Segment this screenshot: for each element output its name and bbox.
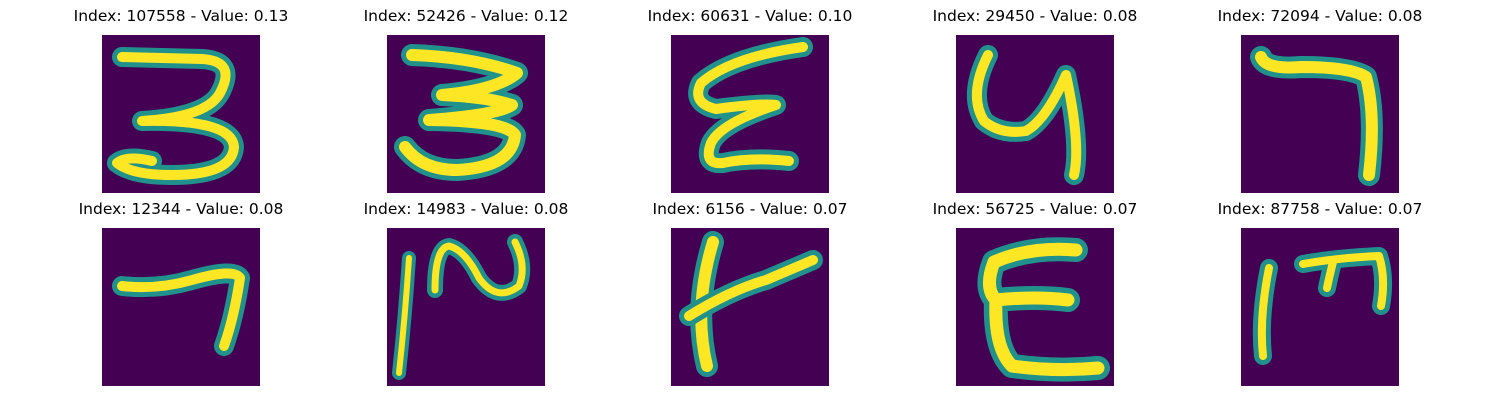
letter-e-glyph-image (956, 228, 1114, 386)
panel-title: Index: 87758 - Value: 0.07 (1217, 200, 1423, 218)
letter-t-glyph-image (671, 228, 829, 386)
sample-panel-2: Index: 52426 - Value: 0.12 (364, 7, 568, 193)
sample-panel-9: Index: 56725 - Value: 0.07 (933, 200, 1137, 386)
panel-title: Index: 72094 - Value: 0.08 (1217, 7, 1423, 25)
panel-title: Index: 6156 - Value: 0.07 (652, 200, 848, 218)
sample-panel-1: Index: 107558 - Value: 0.13 (74, 7, 288, 193)
panel-title: Index: 56725 - Value: 0.07 (932, 200, 1138, 218)
panel-title: Index: 60631 - Value: 0.10 (647, 7, 853, 25)
digit-3-glyph-image (102, 35, 260, 193)
letter-m-glyph-image (1241, 228, 1399, 386)
panel-title: Index: 52426 - Value: 0.12 (363, 7, 569, 25)
digit-7-glyph-image (1241, 35, 1399, 193)
panel-title: Index: 12344 - Value: 0.08 (78, 200, 284, 218)
letter-y-glyph-image (956, 35, 1114, 193)
epsilon-glyph-image (671, 35, 829, 193)
panel-title: Index: 107558 - Value: 0.13 (73, 7, 289, 25)
panel-title: Index: 14983 - Value: 0.08 (363, 200, 569, 218)
digit-3-glyph-image (387, 35, 545, 193)
panel-title: Index: 29450 - Value: 0.08 (932, 7, 1138, 25)
sample-panel-3: Index: 60631 - Value: 0.10 (648, 7, 852, 193)
curly-stroke-glyph-image (387, 228, 545, 386)
digit-7-glyph-image (102, 228, 260, 386)
sample-panel-5: Index: 72094 - Value: 0.08 (1218, 7, 1422, 193)
sample-panel-8: Index: 6156 - Value: 0.07 (653, 200, 847, 386)
sample-panel-6: Index: 12344 - Value: 0.08 (79, 200, 283, 386)
sample-panel-4: Index: 29450 - Value: 0.08 (933, 7, 1137, 193)
sample-panel-10: Index: 87758 - Value: 0.07 (1218, 200, 1422, 386)
sample-panel-7: Index: 14983 - Value: 0.08 (364, 200, 568, 386)
